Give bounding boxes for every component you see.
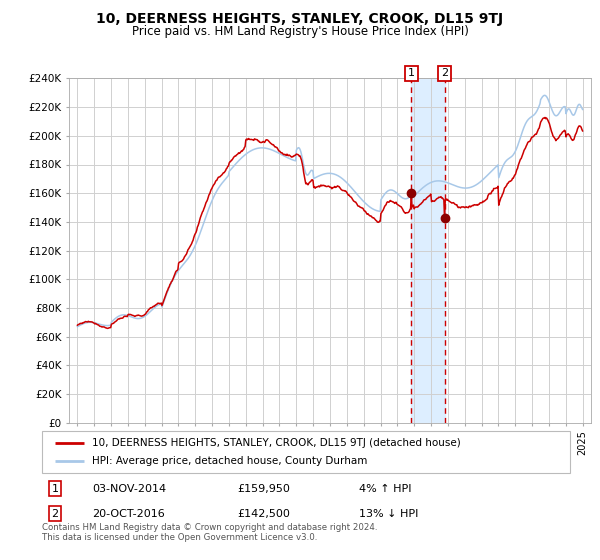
Text: 13% ↓ HPI: 13% ↓ HPI	[359, 508, 418, 519]
FancyBboxPatch shape	[42, 431, 570, 473]
Text: £159,950: £159,950	[238, 484, 290, 494]
Text: 10, DEERNESS HEIGHTS, STANLEY, CROOK, DL15 9TJ: 10, DEERNESS HEIGHTS, STANLEY, CROOK, DL…	[97, 12, 503, 26]
Text: Contains HM Land Registry data © Crown copyright and database right 2024.
This d: Contains HM Land Registry data © Crown c…	[42, 523, 377, 543]
Text: 10, DEERNESS HEIGHTS, STANLEY, CROOK, DL15 9TJ (detached house): 10, DEERNESS HEIGHTS, STANLEY, CROOK, DL…	[92, 438, 461, 448]
Text: £142,500: £142,500	[238, 508, 290, 519]
Bar	[412, 78, 445, 423]
Text: 4% ↑ HPI: 4% ↑ HPI	[359, 484, 412, 494]
Text: 1: 1	[408, 68, 415, 78]
Text: HPI: Average price, detached house, County Durham: HPI: Average price, detached house, Coun…	[92, 456, 368, 466]
Text: 2: 2	[52, 508, 59, 519]
Text: 1: 1	[52, 484, 59, 494]
Text: Price paid vs. HM Land Registry's House Price Index (HPI): Price paid vs. HM Land Registry's House …	[131, 25, 469, 38]
Text: 2: 2	[441, 68, 448, 78]
Text: 03-NOV-2014: 03-NOV-2014	[92, 484, 166, 494]
Text: 20-OCT-2016: 20-OCT-2016	[92, 508, 165, 519]
